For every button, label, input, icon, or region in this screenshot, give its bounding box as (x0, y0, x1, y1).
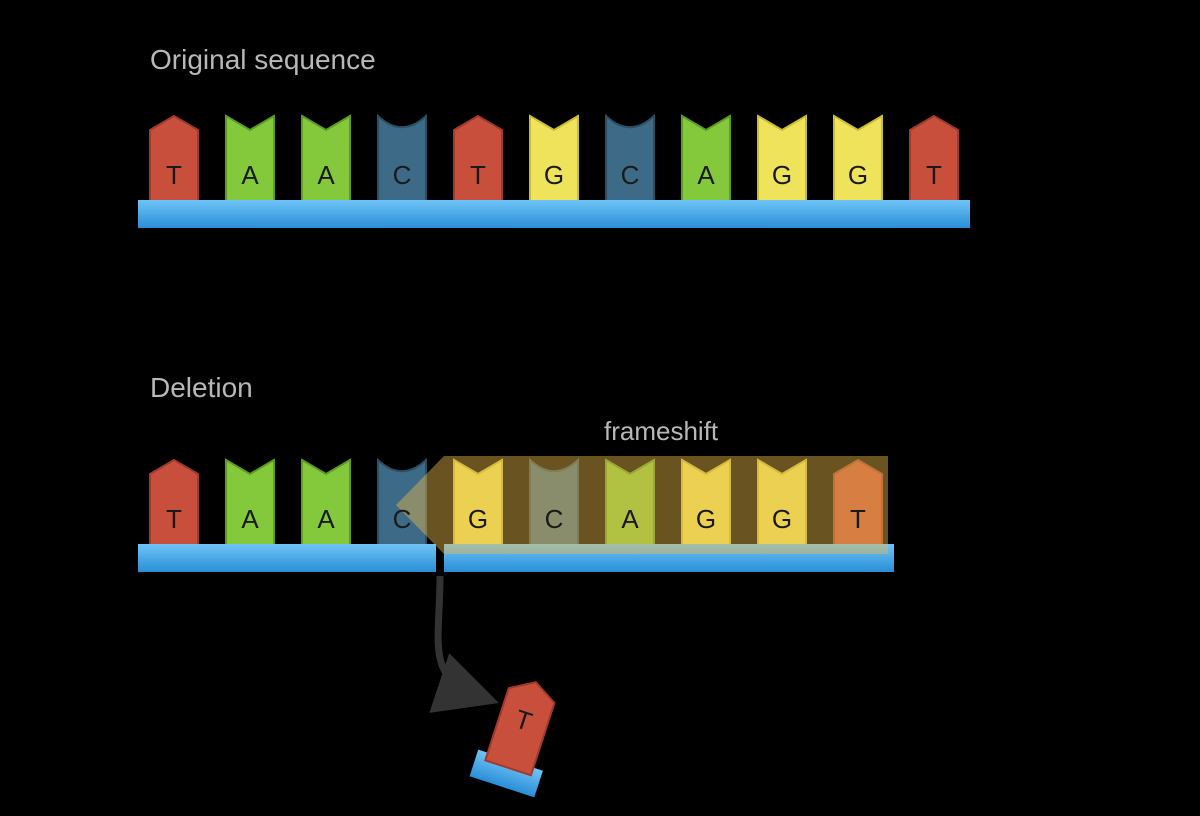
frameshift-label: frameshift (604, 416, 718, 447)
diagram-svg: T (0, 0, 1200, 816)
diagram-canvas: T Original sequence Deletion frameshift … (0, 0, 1200, 816)
original-title: Original sequence (150, 44, 376, 76)
deletion-title: Deletion (150, 372, 253, 404)
